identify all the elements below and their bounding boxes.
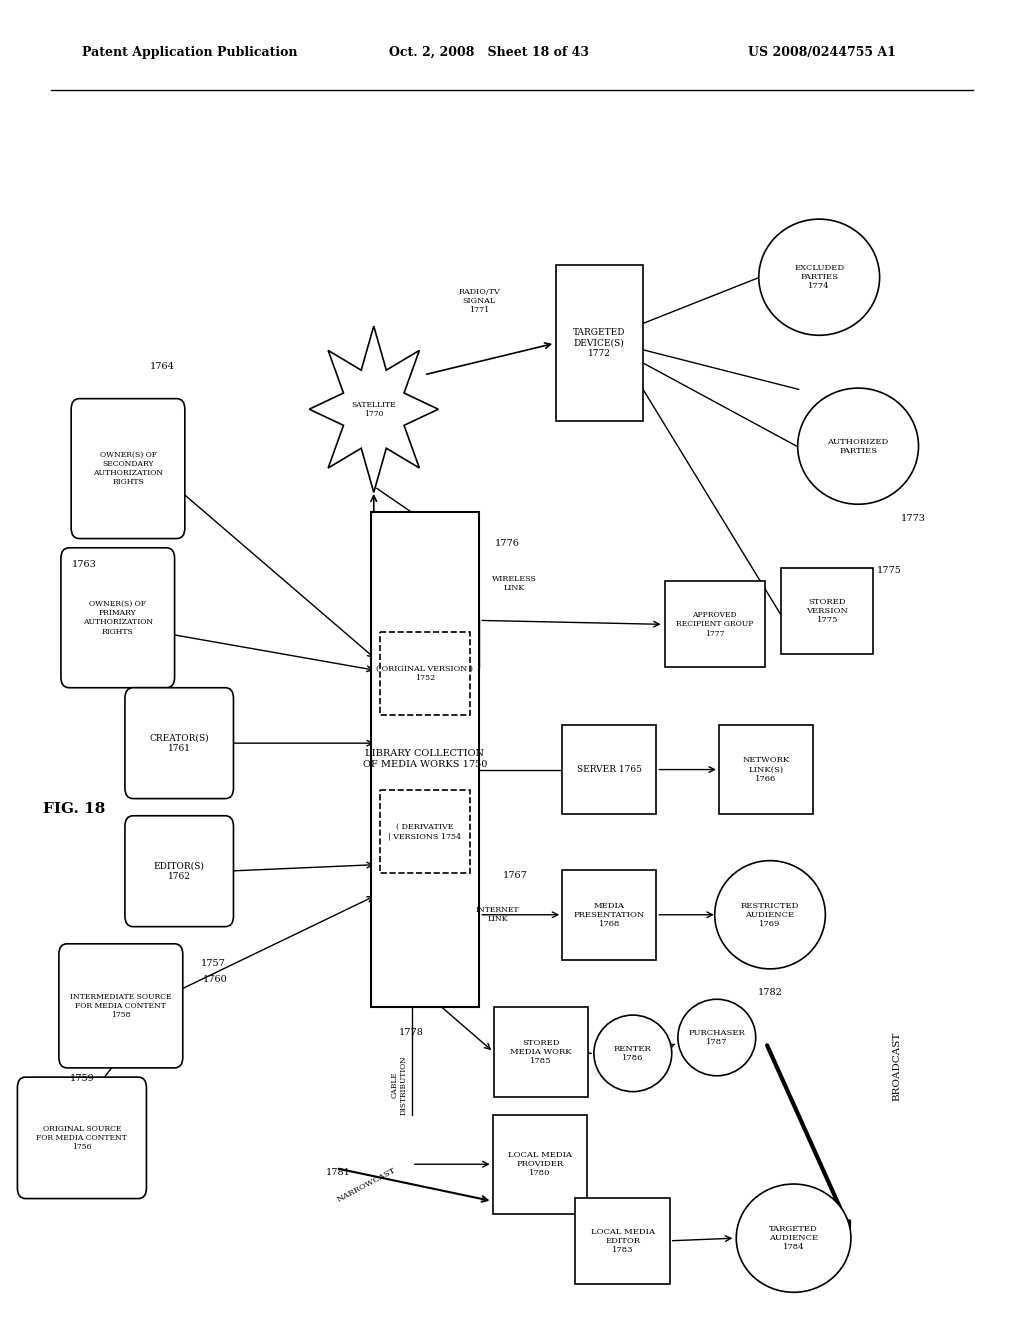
Text: PURCHASER
1787: PURCHASER 1787	[688, 1028, 745, 1047]
Text: 1767: 1767	[503, 871, 527, 879]
Bar	[380, 632, 470, 715]
Text: ( ORIGINAL VERSION )
1752: ( ORIGINAL VERSION ) 1752	[377, 664, 473, 682]
Bar	[562, 870, 656, 960]
Bar	[781, 568, 873, 653]
Ellipse shape	[715, 861, 825, 969]
Text: Oct. 2, 2008   Sheet 18 of 43: Oct. 2, 2008 Sheet 18 of 43	[389, 46, 589, 59]
Bar	[380, 789, 470, 874]
Bar	[562, 725, 656, 814]
Text: LIBRARY COLLECTION
OF MEDIA WORKS 1750: LIBRARY COLLECTION OF MEDIA WORKS 1750	[362, 750, 487, 768]
Text: US 2008/0244755 A1: US 2008/0244755 A1	[748, 46, 895, 59]
Text: EDITOR(S)
1762: EDITOR(S) 1762	[154, 862, 205, 880]
FancyBboxPatch shape	[125, 816, 233, 927]
Text: EXCLUDED
PARTIES
1774: EXCLUDED PARTIES 1774	[795, 264, 844, 290]
Text: STORED
VERSION
1775: STORED VERSION 1775	[807, 598, 848, 624]
Text: TARGETED
AUDIENCE
1784: TARGETED AUDIENCE 1784	[769, 1225, 818, 1251]
Text: 1778: 1778	[399, 1028, 424, 1036]
Bar	[575, 1197, 670, 1283]
Text: BROADCAST: BROADCAST	[893, 1032, 901, 1101]
Text: APPROVED
RECIPIENT GROUP
1777: APPROVED RECIPIENT GROUP 1777	[676, 611, 754, 638]
Ellipse shape	[759, 219, 880, 335]
Text: FIG. 18: FIG. 18	[43, 803, 104, 816]
Ellipse shape	[798, 388, 919, 504]
FancyBboxPatch shape	[61, 548, 174, 688]
Text: WIRELESS
LINK: WIRELESS LINK	[492, 574, 537, 593]
Ellipse shape	[594, 1015, 672, 1092]
Ellipse shape	[678, 999, 756, 1076]
Text: 1781: 1781	[326, 1168, 350, 1176]
Text: MEDIA
PRESENTATION
1768: MEDIA PRESENTATION 1768	[573, 902, 645, 928]
Text: 1759: 1759	[70, 1074, 94, 1082]
Bar	[665, 581, 765, 668]
Text: CABLE
DISTRIBUTION: CABLE DISTRIBUTION	[391, 1055, 408, 1115]
FancyBboxPatch shape	[72, 399, 184, 539]
Polygon shape	[309, 326, 438, 492]
Text: RADIO/TV
SIGNAL
1771: RADIO/TV SIGNAL 1771	[459, 288, 500, 314]
Text: LOCAL MEDIA
EDITOR
1783: LOCAL MEDIA EDITOR 1783	[591, 1228, 654, 1254]
Text: OWNER(S) OF
PRIMARY
AUTHORIZATION
RIGHTS: OWNER(S) OF PRIMARY AUTHORIZATION RIGHTS	[83, 601, 153, 635]
Text: 1763: 1763	[72, 561, 96, 569]
Text: SATELLITE
1770: SATELLITE 1770	[351, 400, 396, 418]
Text: 1760: 1760	[203, 975, 227, 983]
Bar	[494, 1007, 588, 1097]
Text: RENTER
1786: RENTER 1786	[614, 1044, 651, 1063]
Bar	[493, 1114, 587, 1214]
Text: LOCAL MEDIA
PROVIDER
1780: LOCAL MEDIA PROVIDER 1780	[508, 1151, 571, 1177]
Text: 1776: 1776	[495, 540, 519, 548]
Bar	[371, 511, 478, 1006]
Text: AUTHORIZED
PARTIES: AUTHORIZED PARTIES	[827, 437, 889, 455]
Text: ORIGINAL SOURCE
FOR MEDIA CONTENT
1756: ORIGINAL SOURCE FOR MEDIA CONTENT 1756	[37, 1125, 127, 1151]
Text: 1775: 1775	[877, 566, 901, 574]
Text: NETWORK
LINK(S)
1766: NETWORK LINK(S) 1766	[742, 756, 790, 783]
Text: CREATOR(S)
1761: CREATOR(S) 1761	[150, 734, 209, 752]
Text: INTERMEDIATE SOURCE
FOR MEDIA CONTENT
1758: INTERMEDIATE SOURCE FOR MEDIA CONTENT 17…	[70, 993, 172, 1019]
Text: Patent Application Publication: Patent Application Publication	[82, 46, 297, 59]
Ellipse shape	[736, 1184, 851, 1292]
Text: INTERNET
LINK: INTERNET LINK	[476, 906, 519, 924]
Text: 1773: 1773	[901, 515, 926, 523]
Text: OWNER(S) OF
SECONDARY
AUTHORIZATION
RIGHTS: OWNER(S) OF SECONDARY AUTHORIZATION RIGH…	[93, 451, 163, 486]
Text: 1757: 1757	[201, 960, 225, 968]
Text: 1764: 1764	[150, 363, 174, 371]
Text: NARROWCAST: NARROWCAST	[336, 1167, 397, 1204]
Text: SERVER 1765: SERVER 1765	[577, 766, 642, 774]
Text: STORED
MEDIA WORK
1785: STORED MEDIA WORK 1785	[510, 1039, 571, 1065]
Text: TARGETED
DEVICE(S)
1772: TARGETED DEVICE(S) 1772	[572, 329, 626, 358]
Text: 1782: 1782	[758, 989, 782, 997]
Bar	[719, 725, 813, 814]
Bar	[555, 265, 643, 421]
Text: ( DERIVATIVE
| VERSIONS 1754: ( DERIVATIVE | VERSIONS 1754	[388, 822, 462, 841]
Text: RESTRICTED
AUDIENCE
1769: RESTRICTED AUDIENCE 1769	[740, 902, 800, 928]
FancyBboxPatch shape	[59, 944, 182, 1068]
FancyBboxPatch shape	[125, 688, 233, 799]
FancyBboxPatch shape	[17, 1077, 146, 1199]
